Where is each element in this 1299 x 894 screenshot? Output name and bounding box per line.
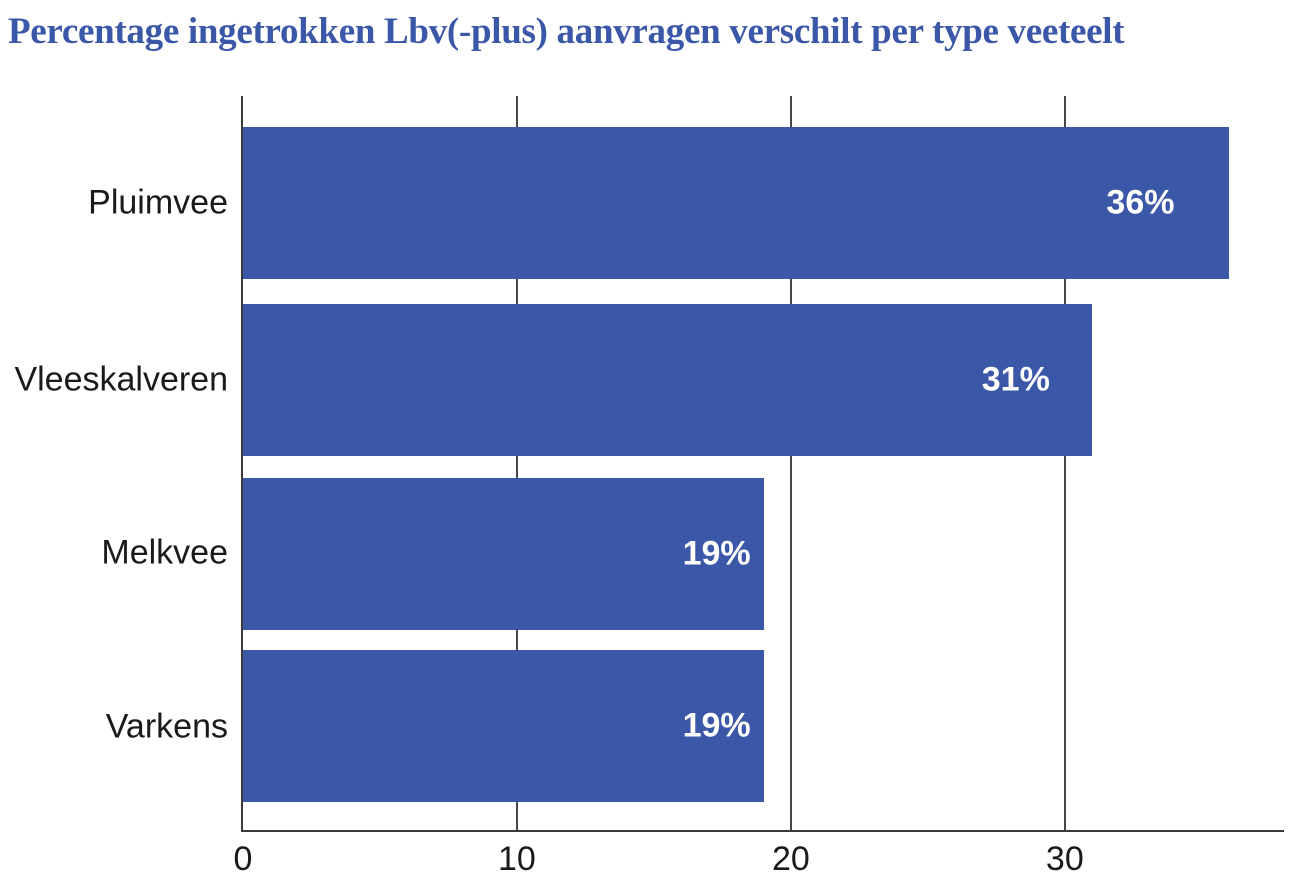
chart-title: Percentage ingetrokken Lbv(-plus) aanvra…	[8, 11, 1125, 52]
bar-value-label: 19%	[682, 534, 751, 573]
bar-value-label: 19%	[682, 706, 751, 745]
category-label-pluimvee: Pluimvee	[88, 183, 228, 222]
x-tick-label-30: 30	[1045, 840, 1084, 878]
x-tick-label-0: 0	[233, 840, 253, 878]
gridline-20	[789, 96, 792, 830]
bar-pluimvee: 36%	[243, 126, 1230, 279]
gridline-10	[515, 96, 518, 830]
bar-melkvee: 19%	[243, 478, 764, 631]
category-label-melkvee: Melkvee	[101, 533, 228, 572]
category-label-varkens: Varkens	[105, 707, 228, 745]
category-label-vleeskalveren: Vleeskalveren	[14, 360, 228, 399]
plot-area: 36% Pluimvee 31% Vleeskalveren 19% Melkvee 19%…	[14, 96, 1284, 878]
bar-varkens: 19%	[243, 650, 764, 803]
bar-value-label: 31%	[981, 360, 1050, 399]
bar-value-label: 36%	[1106, 183, 1175, 222]
x-tick-label-10: 10	[498, 840, 536, 878]
bar-vleeskalveren: 31%	[243, 303, 1093, 456]
x-tick-label-20: 20	[771, 840, 810, 878]
gridline-30	[1063, 96, 1066, 830]
